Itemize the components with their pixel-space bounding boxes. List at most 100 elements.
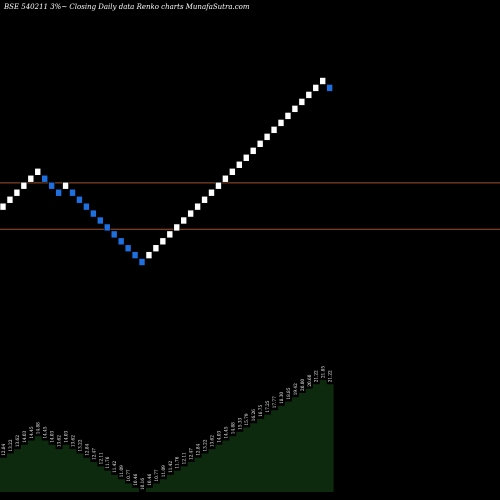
- renko-brick: [277, 119, 285, 127]
- renko-brick: [194, 202, 201, 211]
- lower-panel-label: 16.75: [258, 405, 263, 417]
- lower-panel-label: 14.88: [36, 422, 41, 434]
- renko-brick: [83, 202, 90, 211]
- renko-brick: [256, 140, 264, 148]
- renko-brick: [208, 188, 215, 197]
- lower-panel-label: 17.25: [265, 400, 270, 412]
- renko-brick: [131, 251, 139, 259]
- renko-brick: [152, 244, 160, 253]
- lower-panel-label: 14.45: [223, 426, 228, 438]
- renko-brick: [90, 209, 97, 218]
- renko-brick: [291, 105, 299, 113]
- renko-brick: [76, 195, 83, 204]
- lower-panel-label: 21.85: [321, 366, 326, 378]
- lower-panel-label: 13.62: [15, 435, 20, 447]
- lower-panel-label: 19.42: [293, 383, 298, 395]
- lower-panel-label: 21.22: [328, 370, 333, 382]
- lower-panel-label: 10.46: [147, 473, 152, 485]
- renko-brick: [319, 77, 327, 85]
- lower-panel-label: 13.22: [77, 439, 82, 451]
- lower-panel-label: 11.76: [105, 456, 110, 468]
- renko-brick: [229, 168, 236, 176]
- lower-panel-label: 20.60: [307, 374, 312, 386]
- renko-brick: [0, 202, 7, 211]
- renko-brick: [41, 174, 49, 183]
- lower-panel-label: 14.88: [230, 422, 235, 434]
- renko-brick: [222, 174, 229, 183]
- renko-brick: [145, 251, 153, 259]
- lower-panel-label: 10.16: [140, 478, 145, 490]
- renko-brick: [48, 181, 55, 190]
- lower-panel-label: 12.11: [98, 452, 103, 464]
- renko-brick: [27, 174, 35, 183]
- lower-panel-label: 13.62: [57, 435, 62, 447]
- renko-brick: [6, 195, 14, 204]
- renko-brick: [166, 230, 174, 239]
- lower-panel: [0, 380, 334, 492]
- lower-panel-label: 14.45: [29, 426, 34, 438]
- lower-panel-label: 13.62: [209, 435, 214, 447]
- lower-panel-label: 10.77: [126, 469, 131, 481]
- lower-panel-label: 12.47: [91, 448, 96, 460]
- renko-brick: [215, 181, 222, 190]
- renko-brick: [180, 216, 187, 225]
- renko-brick: [263, 133, 271, 141]
- renko-brick: [201, 195, 208, 204]
- renko-brick: [69, 188, 76, 197]
- lower-panel-label: 11.42: [168, 461, 173, 473]
- lower-panel-label: 12.84: [84, 443, 89, 455]
- lower-panel-label: 14.03: [22, 430, 27, 442]
- renko-brick: [159, 237, 167, 246]
- renko-brick: [173, 223, 181, 232]
- renko-brick: [249, 147, 257, 155]
- lower-panel-label: 21.22: [314, 370, 319, 382]
- renko-brick: [312, 84, 320, 92]
- lower-panel-label: 14.03: [216, 430, 221, 442]
- lower-panel-labels: 12.84 13.22 13.62 14.03 14.45 14.88 14.45 14.03…: [1, 366, 333, 490]
- renko-brick: [20, 181, 28, 190]
- lower-panel-label: 13.62: [70, 435, 75, 447]
- renko-brick: [305, 91, 313, 99]
- renko-brick: [124, 244, 132, 253]
- renko-brick: [13, 188, 21, 197]
- lower-panel-label: 18.85: [286, 387, 291, 399]
- lower-panel-label: 18.30: [279, 392, 284, 404]
- renko-brick: [97, 216, 104, 225]
- renko-brick: [242, 153, 250, 162]
- renko-bricks: [0, 77, 333, 266]
- lower-panel-label: 16.26: [251, 409, 256, 421]
- renko-brick: [62, 181, 69, 190]
- lower-panel-label: 10.46: [133, 473, 138, 485]
- lower-panel-label: 10.77: [154, 469, 159, 481]
- lower-panel-label: 12.47: [189, 448, 194, 460]
- lower-panel-label: 12.84: [1, 443, 6, 455]
- lower-panel-label: 12.84: [196, 443, 201, 455]
- lower-panel-area: [0, 380, 334, 492]
- renko-brick: [298, 98, 306, 106]
- lower-panel-label: 13.22: [203, 439, 208, 451]
- renko-brick: [103, 223, 111, 232]
- lower-panel-label: 11.09: [161, 465, 166, 477]
- lower-panel-label: 11.42: [112, 461, 117, 473]
- renko-brick: [34, 168, 42, 176]
- lower-panel-label: 15.33: [237, 418, 242, 430]
- lower-panel-label: 17.77: [272, 396, 277, 408]
- renko-brick: [187, 209, 194, 218]
- renko-brick: [326, 84, 333, 92]
- lower-panel-label: 11.76: [175, 456, 180, 468]
- lower-panel-label: 13.22: [8, 439, 13, 451]
- chart-title: BSE 540211 3%~ Closing Daily data Renko …: [3, 3, 250, 11]
- renko-brick: [270, 126, 278, 134]
- renko-brick: [110, 230, 118, 239]
- reference-lines: [0, 182, 500, 230]
- lower-panel-label: 20.00: [300, 379, 305, 391]
- lower-panel-label: 12.11: [182, 452, 187, 464]
- renko-brick: [55, 188, 62, 197]
- lower-panel-label: 14.45: [43, 426, 48, 438]
- renko-brick: [236, 160, 243, 169]
- renko-brick: [284, 112, 292, 120]
- lower-panel-label: 15.79: [244, 413, 249, 425]
- renko-brick: [138, 258, 146, 266]
